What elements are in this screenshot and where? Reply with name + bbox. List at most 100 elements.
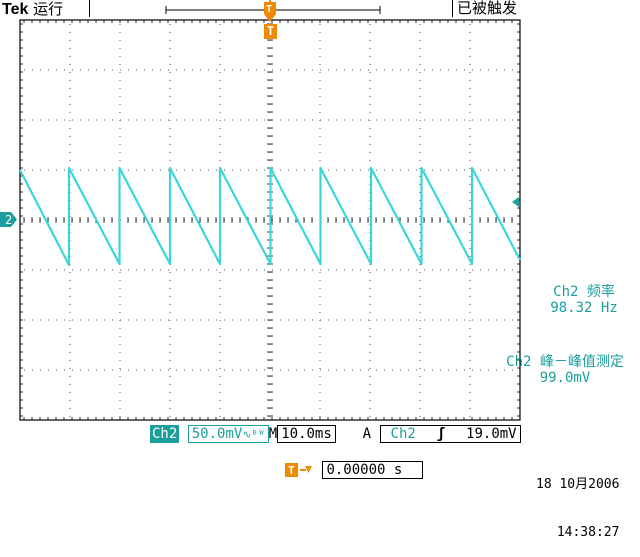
grid-dot — [320, 269, 321, 271]
grid-dot — [128, 119, 129, 121]
grid-dot — [304, 369, 305, 371]
grid-dot — [72, 369, 73, 371]
grid-dot — [296, 169, 297, 171]
grid-dot — [328, 119, 329, 121]
volts-per-div-field[interactable]: 50.0mV∿ᴮᵂ — [187, 425, 269, 443]
channel-2-trace — [19, 166, 521, 267]
trigger-position-marker[interactable]: T — [264, 24, 277, 39]
grid-dot — [200, 319, 201, 321]
grid-dot — [319, 408, 321, 409]
grid-dot — [219, 304, 221, 305]
grid-dot — [369, 72, 371, 73]
measurement-peak-to-peak: Ch2 峰－峰值测定 99.0mV — [490, 354, 640, 386]
grid-dot — [69, 160, 71, 161]
grid-dot — [469, 360, 471, 361]
grid-dot — [392, 269, 393, 271]
grid-dot — [219, 272, 221, 273]
grid-dot — [469, 336, 471, 337]
grid-dot — [320, 119, 321, 121]
grid-dot — [152, 169, 153, 171]
grid-dot — [232, 369, 233, 371]
grid-dot — [360, 319, 361, 321]
grid-dot — [144, 69, 145, 71]
grid-dot — [469, 152, 471, 153]
grid-dot — [319, 360, 321, 361]
grid-dot — [304, 69, 305, 71]
grid-dot — [419, 288, 421, 289]
timebase-value[interactable]: 10.0ms — [277, 425, 336, 443]
grid-dot — [119, 280, 121, 281]
grid-dot — [136, 319, 137, 321]
grid-dot — [224, 369, 225, 371]
grid-dot — [119, 360, 121, 361]
record-bar-trigger-label: T — [266, 4, 272, 15]
grid-dot — [456, 69, 457, 71]
grid-dot — [120, 369, 121, 371]
grid-dot — [119, 344, 121, 345]
trigger-settings-field[interactable]: Ch2 ʃ 19.0mV — [379, 425, 521, 443]
grid-dot — [360, 369, 361, 371]
grid-dot — [69, 296, 71, 297]
grid-dot — [80, 69, 81, 71]
grid-dot — [219, 152, 221, 153]
grid-dot — [69, 88, 71, 89]
grid-dot — [319, 288, 321, 289]
grid-dot — [419, 64, 421, 65]
grid-dot — [119, 40, 121, 41]
grid-dot — [24, 119, 25, 121]
grid-dot — [319, 392, 321, 393]
grid-dot — [369, 416, 371, 417]
channel-2-ground-marker[interactable]: 2 — [0, 212, 17, 227]
grid-dot — [296, 269, 297, 271]
grid-dot — [408, 69, 409, 71]
channel-indicator[interactable]: Ch2 — [150, 425, 180, 443]
grid-dot — [448, 119, 449, 121]
grid-dot — [232, 69, 233, 71]
grid-dot — [152, 69, 153, 71]
grid-dot — [296, 319, 297, 321]
grid-dot — [419, 160, 421, 161]
grid-dot — [416, 269, 417, 271]
grid-dot — [69, 312, 71, 313]
grid-dot — [184, 169, 185, 171]
grid-dot — [219, 384, 221, 385]
trigger-level-icon[interactable] — [510, 196, 522, 208]
grid-dot — [469, 144, 471, 145]
grid-dot — [69, 376, 71, 377]
grid-dot — [104, 269, 105, 271]
grid-dot — [440, 269, 441, 271]
grid-dot — [169, 360, 171, 361]
grid-dot — [369, 80, 371, 81]
grid-dot — [419, 120, 421, 121]
grid-dot — [400, 369, 401, 371]
grid-dot — [419, 304, 421, 305]
grid-dot — [256, 119, 257, 121]
grid-dot — [419, 152, 421, 153]
grid-dot — [168, 119, 169, 121]
grid-dot — [369, 264, 371, 265]
grid-dot — [80, 269, 81, 271]
grid-dot — [344, 169, 345, 171]
grid-dot — [472, 69, 473, 71]
grid-dot — [69, 64, 71, 65]
grid-dot — [496, 169, 497, 171]
grid-dot — [432, 369, 433, 371]
horizontal-position-field[interactable]: 0.00000 s — [322, 461, 424, 479]
header-divider — [89, 0, 90, 17]
grid-dot — [369, 360, 371, 361]
grid-dot — [419, 88, 421, 89]
grid-dot — [469, 304, 471, 305]
channel-marker-label: 2 — [5, 213, 12, 227]
grid-dot — [24, 369, 25, 371]
grid-dot — [119, 400, 121, 401]
grid-dot — [369, 392, 371, 393]
grid-dot — [248, 69, 249, 71]
grid-dot — [169, 272, 171, 273]
grid-dot — [40, 369, 41, 371]
grid-dot — [319, 328, 321, 329]
acquire-label: A — [362, 426, 372, 442]
grid-dot — [312, 169, 313, 171]
grid-dot — [319, 32, 321, 33]
grid-dot — [152, 369, 153, 371]
grid-dot — [448, 369, 449, 371]
